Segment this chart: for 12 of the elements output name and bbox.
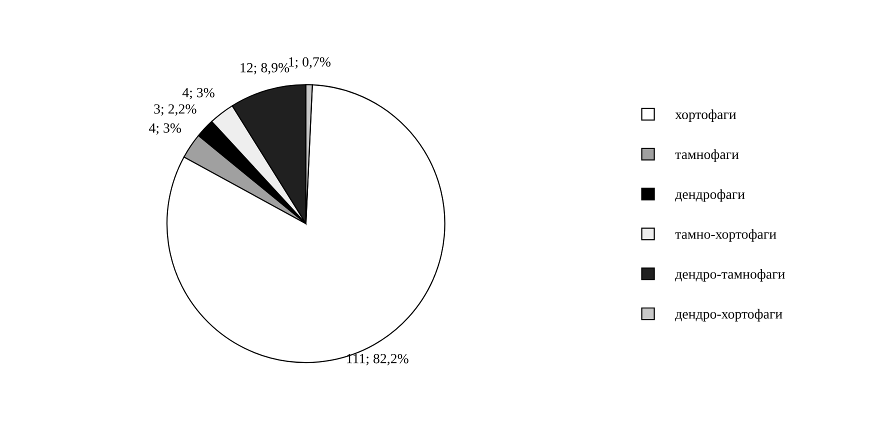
data-label: 4; 3% <box>148 123 182 135</box>
data-label: 12; 8,9% <box>240 63 290 74</box>
legend-label: дендро-тамнофаги <box>675 269 785 282</box>
data-label: 3; 2,2% <box>154 104 196 116</box>
legend-label: дендро-хортофаги <box>675 308 782 322</box>
legend-label: хортофаги <box>675 109 736 122</box>
data-label: 111; 82,2% <box>347 354 408 366</box>
legend-label: тамнофаги <box>675 149 739 162</box>
legend-label: тамно-хортофаги <box>675 229 776 242</box>
data-label: 1; 0,7% <box>289 57 331 69</box>
legend-label: дендрофаги <box>675 189 745 202</box>
data-label: 4; 3% <box>182 88 214 100</box>
